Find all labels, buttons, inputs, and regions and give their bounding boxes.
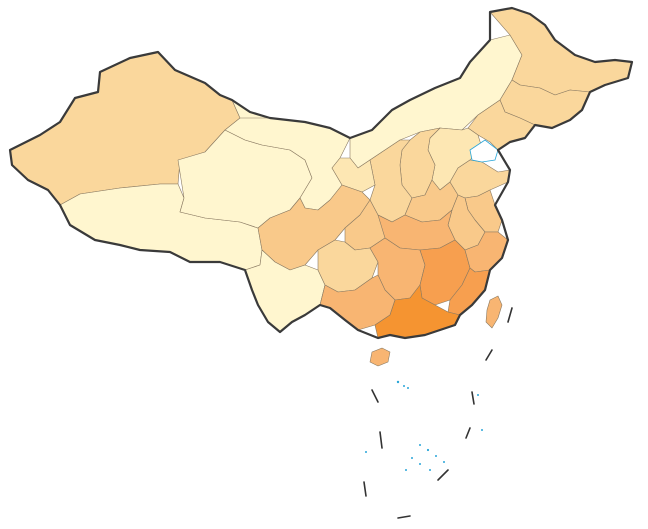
bohai-sea <box>469 139 499 163</box>
province-regions <box>9 7 633 367</box>
south-sea-boundary <box>363 307 513 519</box>
south-sea-islands <box>365 380 483 471</box>
region-hainan <box>369 347 391 367</box>
region-guizhou <box>317 239 379 293</box>
region-taiwan <box>485 295 503 329</box>
region-ningxia <box>331 157 376 193</box>
national-border <box>8 6 634 340</box>
